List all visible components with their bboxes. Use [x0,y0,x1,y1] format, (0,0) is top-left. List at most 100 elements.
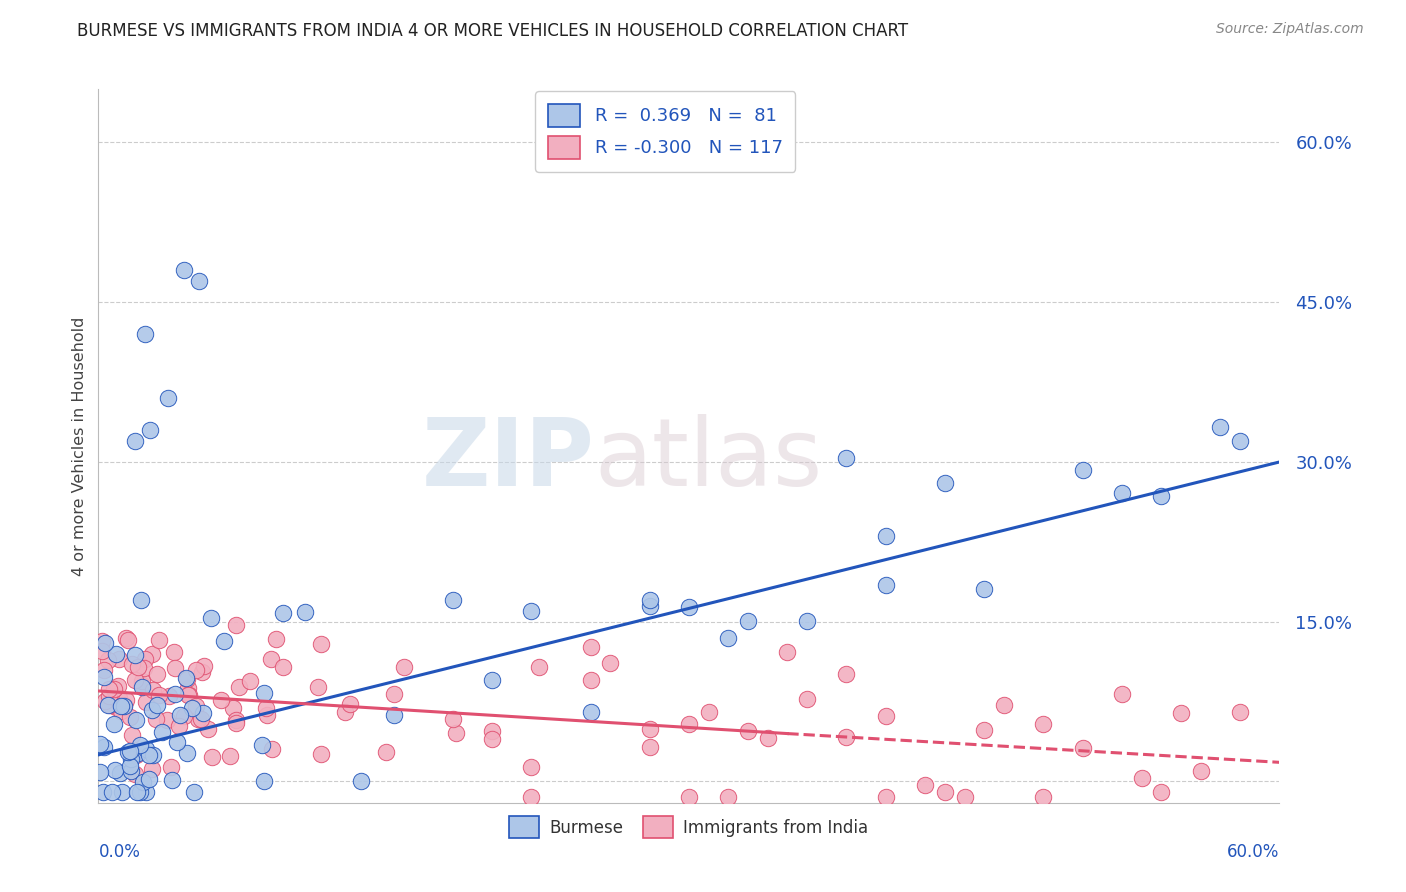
Point [167,719,190,733]
Point [441,592,464,607]
Y-axis label: 4 or more Vehicles in Household: 4 or more Vehicles in Household [72,317,87,575]
Point [441,711,464,725]
Point [253,686,276,700]
Point [737,723,759,738]
Point [1209,419,1232,434]
Point [110,699,132,714]
Point [188,274,211,288]
Point [638,722,661,736]
Point [107,679,129,693]
Point [141,703,163,717]
Point [638,599,661,614]
Point [179,688,201,702]
Point [973,723,995,738]
Point [796,614,818,628]
Point [93,663,115,677]
Point [1189,764,1212,779]
Point [97,698,120,713]
Point [339,697,361,711]
Point [93,694,115,708]
Point [875,529,897,543]
Point [776,645,799,659]
Point [737,614,759,628]
Point [124,434,146,448]
Point [875,708,897,723]
Point [103,682,125,697]
Point [97,653,120,667]
Point [579,673,602,688]
Point [200,611,222,625]
Point [599,656,621,670]
Point [110,704,132,718]
Point [105,648,128,662]
Point [89,737,111,751]
Point [239,673,262,688]
Point [222,701,245,715]
Point [146,698,169,713]
Point [271,660,294,674]
Point [934,476,956,491]
Point [93,739,115,754]
Point [1150,785,1173,799]
Point [128,785,150,799]
Text: 60.0%: 60.0% [1227,843,1279,862]
Point [184,663,207,677]
Point [579,640,602,655]
Point [125,714,148,728]
Point [481,731,503,746]
Point [201,750,224,764]
Point [93,670,115,684]
Point [157,689,180,703]
Point [148,688,170,702]
Point [91,785,114,799]
Point [382,687,405,701]
Point [253,773,276,788]
Point [120,752,142,766]
Point [160,760,183,774]
Point [148,632,170,647]
Point [104,763,127,777]
Point [717,790,740,805]
Point [444,726,467,740]
Point [103,717,125,731]
Point [187,712,209,726]
Point [124,767,146,781]
Point [1111,688,1133,702]
Point [98,689,121,703]
Point [124,673,146,687]
Point [94,636,117,650]
Point [115,631,138,645]
Point [527,660,550,674]
Point [125,785,148,799]
Point [138,423,160,437]
Point [375,745,398,759]
Point [225,617,247,632]
Point [186,699,208,714]
Point [1170,706,1192,720]
Point [1150,489,1173,503]
Point [141,762,163,776]
Point [132,774,155,789]
Text: BURMESE VS IMMIGRANTS FROM INDIA 4 OR MORE VEHICLES IN HOUSEHOLD CORRELATION CHA: BURMESE VS IMMIGRANTS FROM INDIA 4 OR MO… [77,22,908,40]
Point [138,747,160,762]
Point [127,747,149,761]
Point [697,706,720,720]
Point [97,681,120,696]
Point [120,710,142,724]
Point [835,667,858,681]
Point [108,766,131,780]
Point [481,673,503,688]
Point [120,743,142,757]
Point [111,785,134,799]
Point [309,637,332,651]
Point [191,706,214,720]
Point [101,785,124,799]
Point [835,450,858,465]
Point [176,672,198,686]
Text: Source: ZipAtlas.com: Source: ZipAtlas.com [1216,22,1364,37]
Point [228,680,250,694]
Text: atlas: atlas [595,414,823,507]
Point [756,731,779,746]
Point [1032,790,1054,805]
Point [114,698,136,713]
